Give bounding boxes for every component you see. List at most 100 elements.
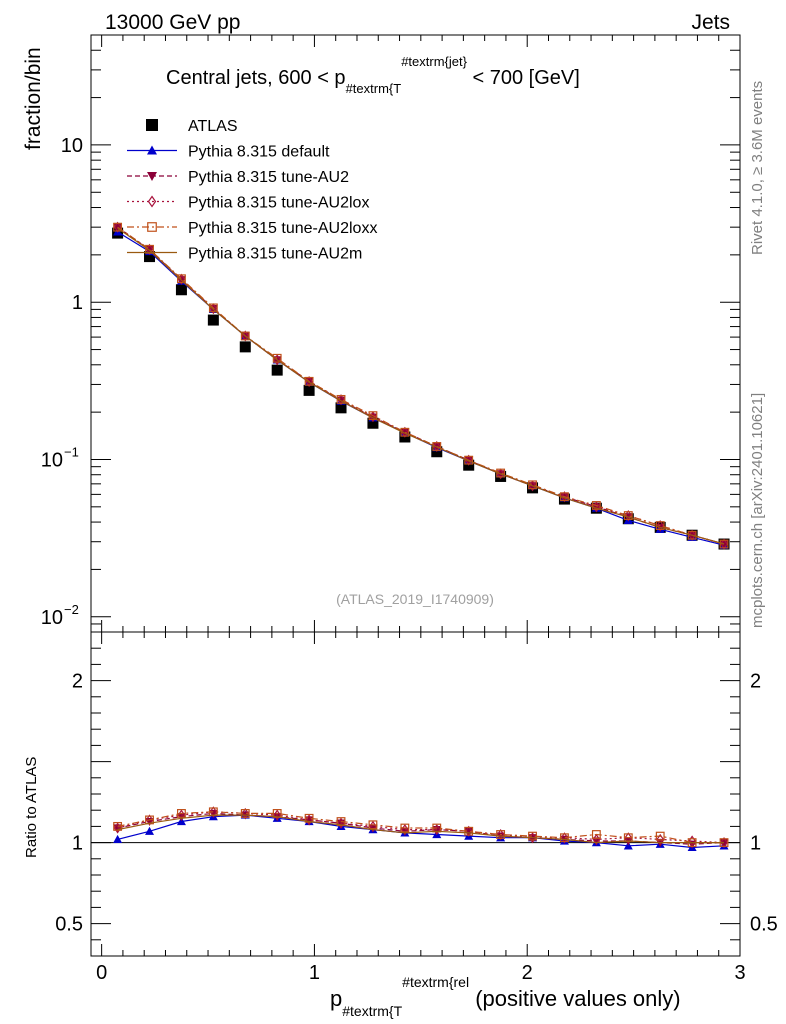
ratio-point [240,809,250,818]
ratio-point [464,826,474,836]
data-point [432,440,441,453]
ratio-point [560,833,569,843]
ratio-line [117,811,724,844]
data-point [688,529,697,541]
data-point [113,222,123,232]
energy-label: 13000 GeV pp [105,11,240,34]
ratio-line [117,814,724,844]
ratio-point [496,828,505,841]
ratio-point [145,826,155,835]
data-point [272,353,282,363]
x-tick-label: 3 [734,962,745,984]
data-point [177,274,186,284]
ratio-point [209,806,218,818]
series-line [117,227,725,545]
data-point [145,244,154,254]
ratio-point [304,813,314,823]
category-label: Jets [691,11,730,34]
ratio-y-tick-label: 1 [750,833,761,855]
xaxis-label-sub: #textrm{T [342,1003,402,1019]
data-point [208,303,218,313]
ratio-point [400,823,410,833]
ratio-line [117,814,725,849]
analysis-watermark: (ATLAS_2019_I1740909) [336,591,494,607]
y-tick-label: 10 [41,449,63,471]
ratio-point [496,830,506,839]
ratio-point [688,835,697,847]
main-title-prefix: Central jets, 600 < p [166,67,346,89]
ratio-point [720,837,728,849]
data-point [560,491,569,503]
ratio-point [273,809,282,821]
legend-marker [147,145,157,155]
data-point [687,530,697,540]
ratio-y-tick-label: 0.5 [55,914,83,936]
y-tick-label: 10 [61,135,83,157]
xaxis-label-main: p [330,986,342,1011]
main-ylabel: fraction/bin [22,47,45,150]
data-point [591,501,601,510]
series-line [117,226,725,545]
data-point-atlas [144,251,156,263]
data-point [464,455,474,465]
y-tick-exponent: −1 [64,444,79,459]
legend-label: Pythia 8.315 tune-AU2m [188,246,362,263]
data-point [432,442,442,451]
series-line [117,231,725,546]
mcplots-label: mcplots.cern.ch [arXiv:2401.10621] [749,393,766,628]
ratio-point [241,807,250,819]
legend-marker [147,222,157,232]
data-point [720,538,728,550]
main-title-sup: #textrm{jet} [401,54,467,69]
data-point [400,426,409,438]
ratio-point [624,832,633,844]
data-point-atlas [367,417,379,429]
ratio-point [177,809,186,818]
series-line [117,226,725,545]
legend-marker [147,172,157,181]
legend-marker [147,195,157,208]
legend: ATLAS Pythia 8.315 default Pythia 8.315 tu… [127,118,377,263]
ratio-point [113,834,123,843]
ratio-y-tick-label: 1 [72,833,83,855]
ratio-point [591,830,601,839]
data-point [400,427,410,437]
ratio-point [656,833,665,845]
data-point [719,539,729,549]
data-point [113,221,122,233]
legend-marker [146,119,158,131]
legend-label: Pythia 8.315 tune-AU2 [188,169,349,186]
legend-label: Pythia 8.315 tune-AU2lox [188,195,369,212]
x-tick-label: 2 [522,962,533,984]
ratio-ylabel: Ratio to ATLAS [23,757,40,858]
ratio-line [117,811,725,844]
data-point [496,468,506,478]
series-line [117,226,725,545]
legend-label: ATLAS [188,118,238,135]
ratio-axis-ticks: 0 1 2 3 0.5 0.5 1 1 2 2 [55,631,778,984]
main-series-layer [112,221,730,550]
y-tick-label: 10 [41,607,63,629]
ratio-point [464,825,473,837]
ratio-y-tick-label: 0.5 [750,914,778,936]
ratio-point [591,837,601,846]
main-title-suffix: < 700 [GeV] [467,67,580,89]
data-point [304,376,314,386]
data-point-atlas [335,402,347,414]
legend-label: Pythia 8.315 default [188,144,330,161]
main-title: Central jets, 600 < p#textrm{T #textrm{je… [166,54,580,96]
ratio-point [113,821,123,831]
ratio-point [560,832,569,844]
x-tick-label: 1 [309,962,320,984]
data-point [369,411,377,423]
ratio-y-tick-label: 2 [72,671,83,693]
main-title-sub: #textrm{T [346,81,402,96]
rivet-label: Rivet 4.1.0, ≥ 3.6M events [749,81,766,255]
y-tick-label: 1 [72,292,83,314]
data-point-atlas [207,314,219,326]
data-point [240,331,250,341]
ratio-series-layer [113,806,729,852]
data-point-atlas [175,284,187,296]
